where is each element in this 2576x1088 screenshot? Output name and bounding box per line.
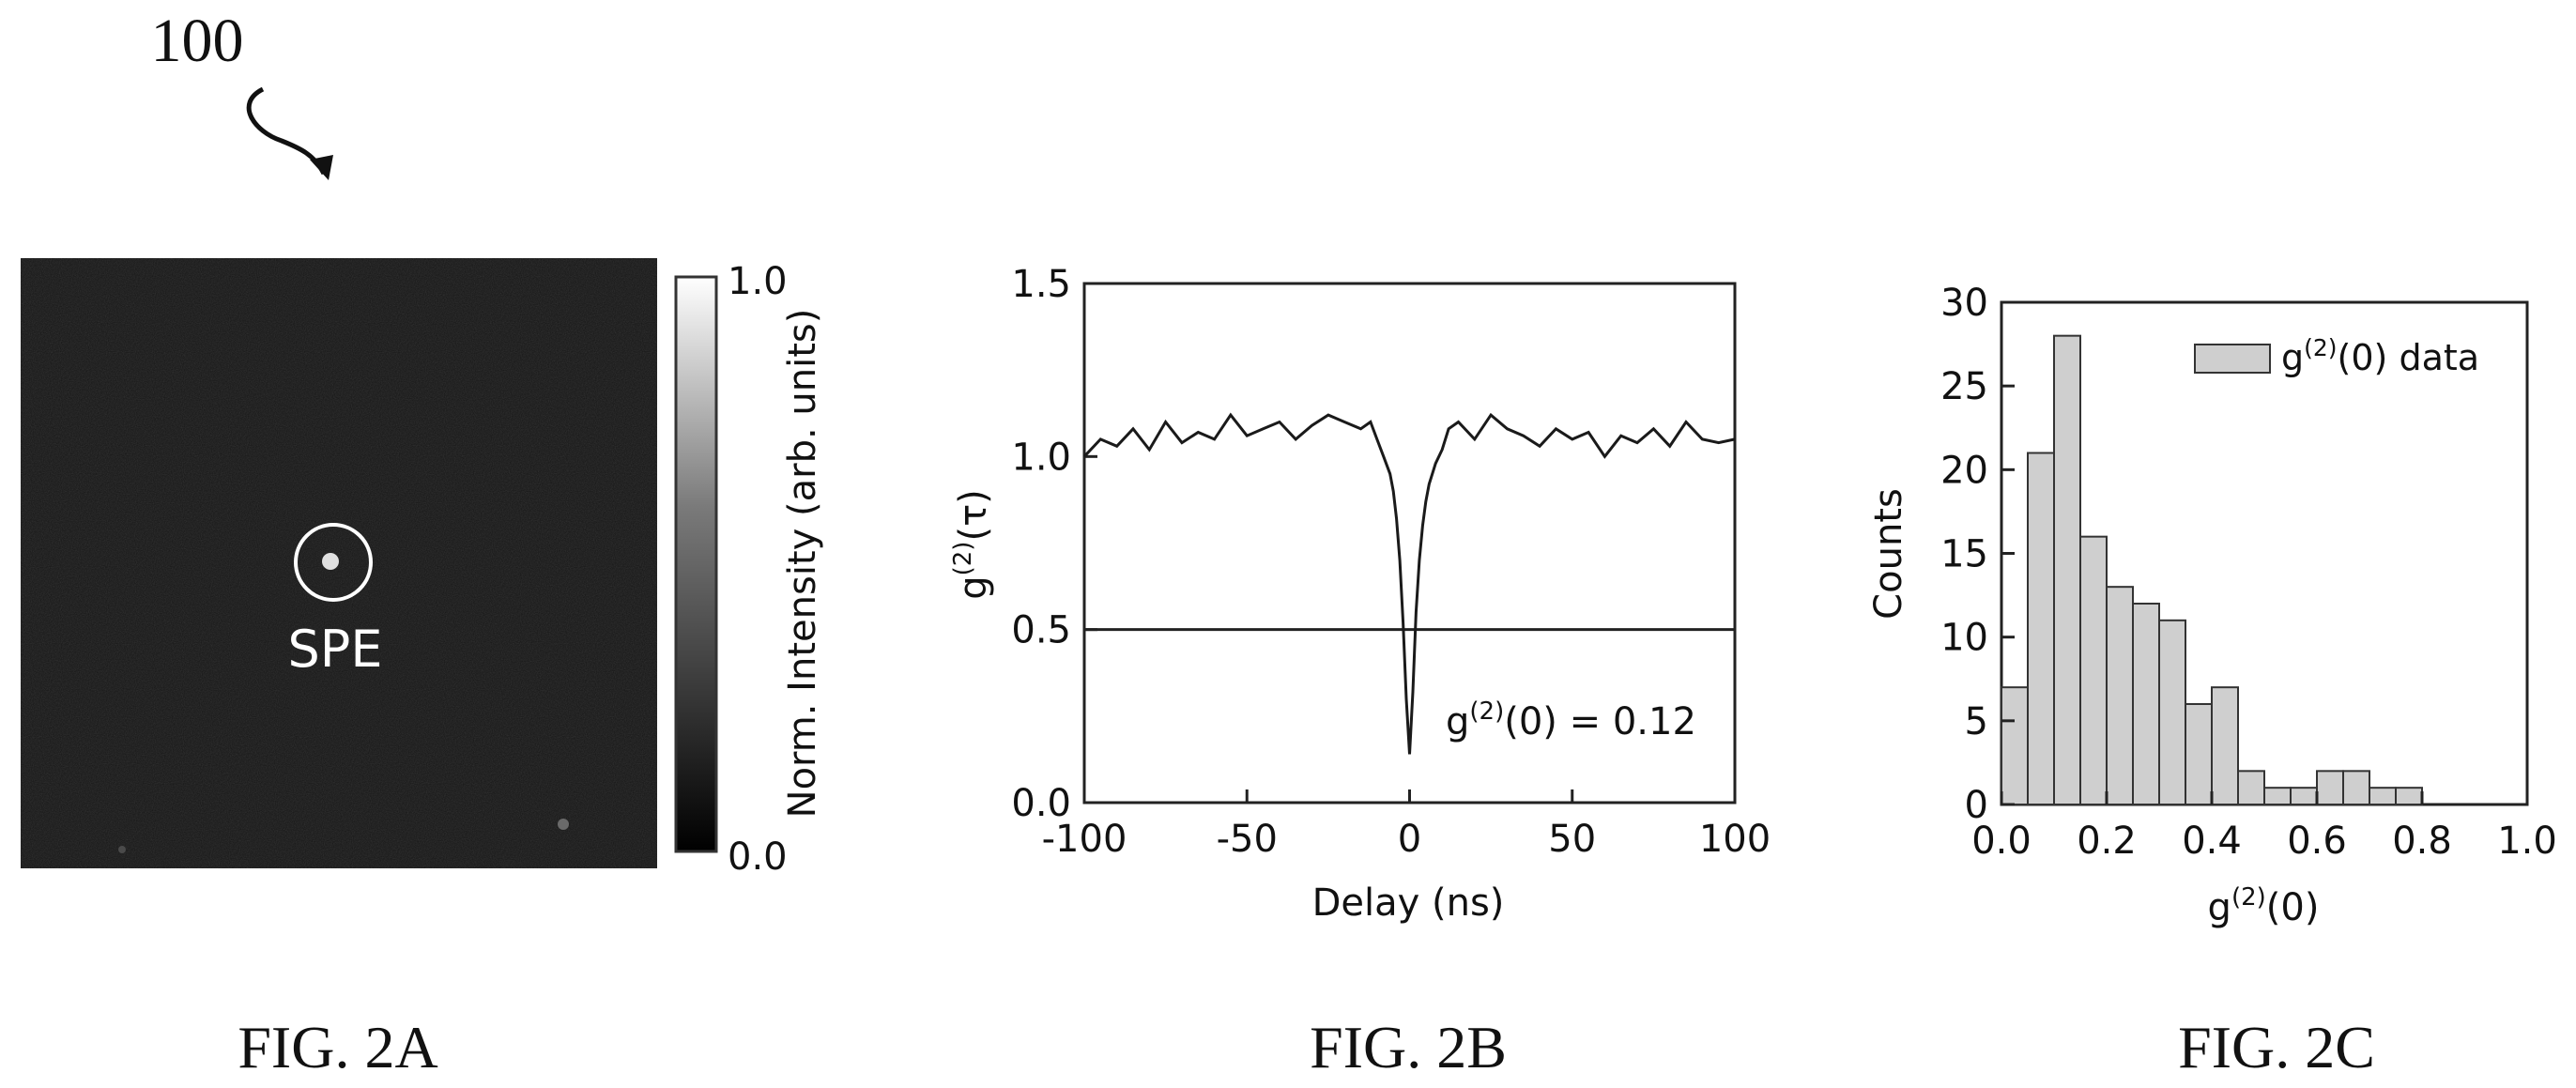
histogram-x-tick-label: 0.4: [2182, 820, 2242, 863]
histogram-bar: [2342, 770, 2370, 805]
histogram-y-tick-label: 0: [1965, 784, 1988, 827]
histogram-y-tick-label: 30: [1940, 282, 1988, 325]
g2-x-tick-label: -100: [1042, 818, 1127, 861]
spe-label: SPE: [288, 620, 383, 679]
histogram-x-tick-label: 0.0: [1971, 820, 2032, 863]
histogram-x-tick-label: 0.2: [2077, 820, 2137, 863]
histogram-x-tick-label: 0.6: [2287, 820, 2347, 863]
caption-fig-2b: FIG. 2B: [1310, 1014, 1507, 1080]
legend-label: g(2)(0) data: [2281, 334, 2479, 378]
histogram-x-tick-label: 0.8: [2392, 820, 2452, 863]
g2-x-tick-label: 0: [1398, 818, 1421, 861]
histogram-y-tick-label: 15: [1940, 533, 1988, 576]
reference-arrow-icon: [246, 86, 327, 176]
histogram-bar: [2237, 770, 2265, 805]
fig-2a-panel: SPE 1.0 0.0 Norm. Intensity (arb. units): [21, 258, 824, 879]
colorbar-label: Norm. Intensity (arb. units): [781, 309, 824, 819]
histogram-x-tick-label: 1.0: [2497, 820, 2557, 863]
histogram-bar: [2395, 787, 2423, 806]
g2-y-tick-label: 0.0: [1011, 782, 1071, 825]
g2-x-tick-label: 100: [1699, 818, 1771, 861]
histogram-y-tick-label: 25: [1940, 365, 1988, 408]
colorbar-max-label: 1.0: [728, 260, 788, 303]
fig-2c-panel: 0.0 0.2 0.4 0.6 0.8 1.0 0 5 10 15 20 25 30 g(2)(0) d…: [1867, 282, 2557, 929]
histogram-y-tick-label: 10: [1940, 617, 1988, 660]
histogram-y-tick-label: 5: [1965, 700, 1988, 743]
histogram-bar: [2106, 586, 2134, 806]
reference-arrowhead-icon: [310, 155, 333, 180]
histogram-bar: [2316, 770, 2344, 805]
faint-spot: [558, 819, 569, 830]
g2-y-tick-label: 1.5: [1011, 263, 1071, 306]
g2-x-axis-label: Delay (ns): [1312, 881, 1505, 925]
faint-spot: [118, 846, 126, 853]
legend-swatch: [2194, 344, 2271, 374]
spe-bright-spot: [322, 553, 339, 570]
histogram-bar: [2158, 619, 2186, 805]
histogram-bar: [2001, 686, 2029, 806]
histogram-bar: [2263, 787, 2292, 806]
g2-y-tick-label: 0.5: [1011, 609, 1071, 652]
colorbar: [674, 275, 718, 853]
histogram-bar: [2053, 334, 2081, 805]
histogram-bar: [2290, 787, 2318, 806]
histogram-bar: [2211, 686, 2239, 806]
g2-x-tick-label: 50: [1548, 818, 1596, 861]
figure-reference-number: 100: [151, 7, 244, 75]
g2-x-tick-label: -50: [1217, 818, 1278, 861]
fig-2b-panel: -100 -50 0 50 100 0.0 0.5 1.0 1.5 g(2)(0) = 0.12…: [949, 263, 1771, 925]
histogram-bar: [2132, 603, 2160, 805]
histogram-y-axis-label: Counts: [1867, 488, 1910, 620]
g2-y-axis-label: g(2)(τ): [949, 489, 995, 600]
spe-marker-circle: [294, 523, 373, 602]
histogram-y-tick-label: 20: [1940, 449, 1988, 492]
g2-zero-annotation: g(2)(0) = 0.12: [1446, 697, 1696, 743]
histogram-bar: [2079, 535, 2108, 806]
caption-fig-2c: FIG. 2C: [2178, 1014, 2375, 1080]
colorbar-min-label: 0.0: [728, 835, 788, 879]
histogram-bar: [2185, 703, 2213, 805]
intensity-map-noise: [21, 258, 657, 868]
histogram-bar: [2369, 787, 2397, 806]
histogram-x-axis-label: g(2)(0): [2208, 883, 2320, 929]
g2-series-line: [1082, 412, 1736, 755]
caption-fig-2a: FIG. 2A: [238, 1014, 437, 1080]
g2-y-tick-label: 1.0: [1011, 436, 1071, 479]
histogram-bar: [2027, 452, 2055, 805]
